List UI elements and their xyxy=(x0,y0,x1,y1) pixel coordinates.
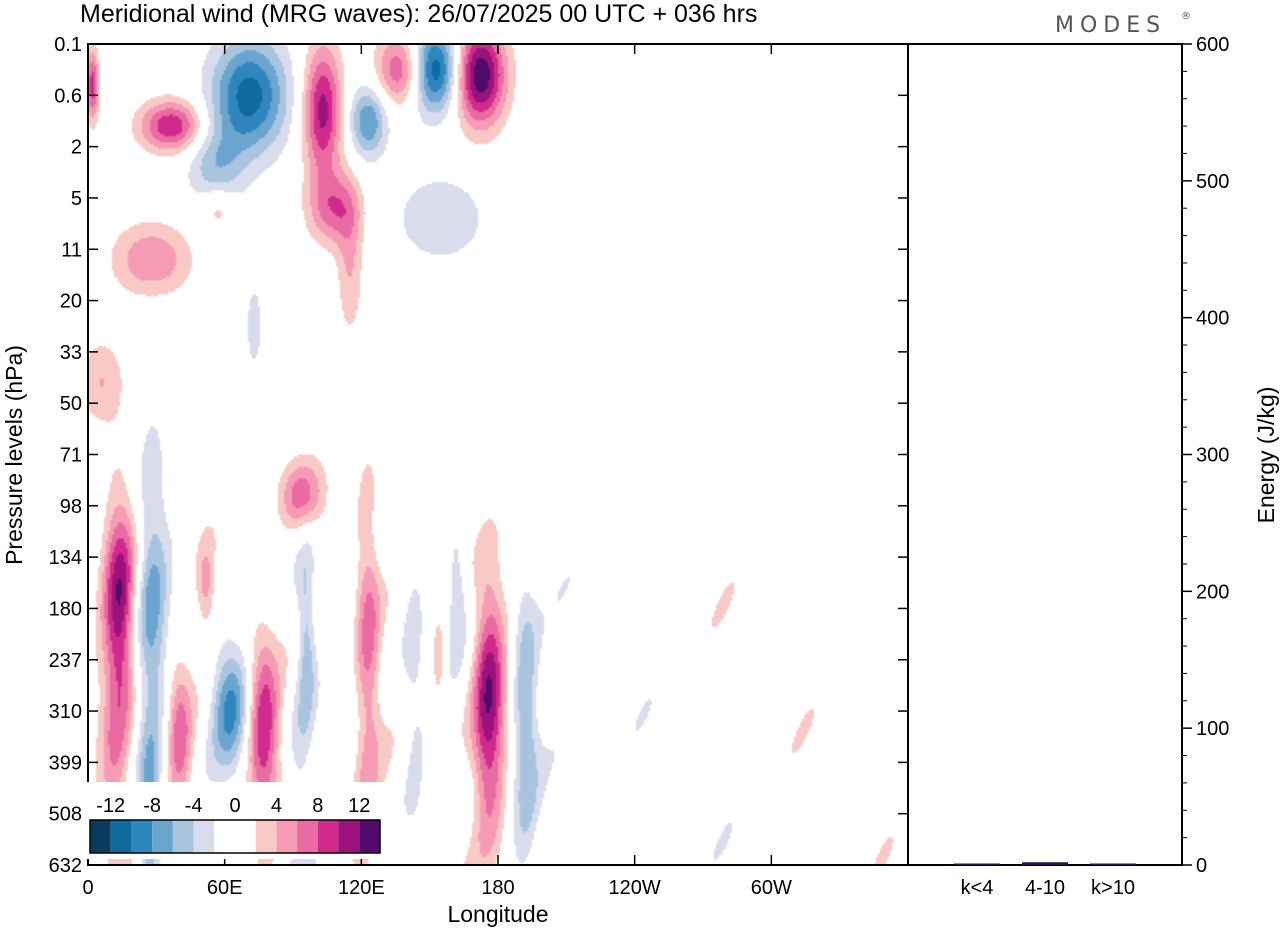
energy-tick-label: 600 xyxy=(1196,34,1229,56)
longitude-tick-label: 180 xyxy=(481,877,514,899)
colorbar-swatch xyxy=(338,820,360,853)
colorbar-swatch xyxy=(131,820,153,853)
energy-tick-label: 400 xyxy=(1196,308,1229,330)
wind-heatmap-plot xyxy=(88,44,908,865)
longitude-tick-label: 60W xyxy=(751,877,792,899)
colorbar-swatch xyxy=(193,820,215,853)
pressure-tick-label: 0.1 xyxy=(54,34,82,56)
energy-tick-label: 500 xyxy=(1196,171,1229,193)
pressure-tick-label: 310 xyxy=(49,701,82,723)
pressure-tick-label: 508 xyxy=(49,804,82,826)
energy-axis-label: Energy (J/kg) xyxy=(1253,387,1279,524)
pressure-axis: 0.1 0.6 2 5 11 20 33 50 71 98 134 180 237 310 399 508 63… xyxy=(49,34,908,877)
colorbar-swatch xyxy=(90,820,111,853)
energy-category-label: 4-10 xyxy=(1025,877,1065,899)
colorbar-tick-label: 4 xyxy=(271,795,282,817)
wind-contour-field xyxy=(88,44,908,865)
colorbar-swatch xyxy=(110,820,132,853)
colorbar-swatch xyxy=(317,820,339,853)
pressure-tick-label: 632 xyxy=(49,855,82,877)
x-axis-label: Longitude xyxy=(447,901,548,927)
longitude-tick-label: 120E xyxy=(338,877,385,899)
pressure-tick-label: 134 xyxy=(49,547,82,569)
energy-bar xyxy=(954,863,1000,865)
colorbar-swatch xyxy=(276,820,298,853)
colorbar-swatch xyxy=(214,820,235,853)
energy-bar xyxy=(1090,863,1136,865)
pressure-tick-label: 237 xyxy=(49,650,82,672)
brand-registered-mark: ® xyxy=(1181,11,1191,22)
longitude-axis: 0 60E 120E 180 120W 60W xyxy=(82,44,792,899)
energy-tick-label: 0 xyxy=(1196,855,1207,877)
colorbar-tick-label: -4 xyxy=(185,795,203,817)
longitude-tick-label: 0 xyxy=(82,877,93,899)
colorbar-tick-label: -8 xyxy=(143,795,161,817)
energy-bar-chart: k<4 4-10 k>10 0 100 200 300 400 500 600 Energy (… xyxy=(907,34,1279,899)
energy-bar xyxy=(1022,862,1068,865)
pressure-tick-label: 20 xyxy=(60,291,82,313)
pressure-tick-label: 2 xyxy=(71,137,82,159)
colorbar-swatch xyxy=(172,820,194,853)
colorbar-outline xyxy=(89,819,381,854)
energy-tick-label: 100 xyxy=(1196,718,1229,740)
pressure-tick-label: 33 xyxy=(60,342,82,364)
colorbar-swatch xyxy=(359,820,380,853)
brand-logo: MODES xyxy=(1055,13,1166,38)
pressure-tick-label: 5 xyxy=(71,188,82,210)
pressure-tick-label: 180 xyxy=(49,598,82,620)
energy-category-label: k>10 xyxy=(1091,877,1135,899)
pressure-tick-label: 0.6 xyxy=(54,85,82,107)
colorbar-tick-label: -12 xyxy=(96,795,125,817)
y-axis-label: Pressure levels (hPa) xyxy=(1,345,27,565)
colorbar-swatch xyxy=(235,820,256,853)
longitude-tick-label: 120W xyxy=(609,877,661,899)
colorbar-legend: -12 -8 -4 0 4 8 12 xyxy=(86,782,384,859)
pressure-tick-label: 399 xyxy=(49,752,82,774)
energy-category-label: k<4 xyxy=(961,877,994,899)
longitude-tick-label: 60E xyxy=(207,877,243,899)
colorbar-swatch xyxy=(255,820,277,853)
pressure-tick-label: 50 xyxy=(60,393,82,415)
pressure-tick-label: 11 xyxy=(61,239,82,261)
chart-title: Meridional wind (MRG waves): 26/07/2025 … xyxy=(80,0,757,28)
energy-tick-label: 200 xyxy=(1196,581,1229,603)
colorbar-tick-label: 8 xyxy=(312,795,323,817)
energy-tick-label: 300 xyxy=(1196,445,1229,467)
colorbar-tick-label: 0 xyxy=(229,795,240,817)
colorbar-swatch xyxy=(297,820,318,853)
energy-frame xyxy=(907,43,1183,866)
colorbar-tick-label: 12 xyxy=(348,795,370,817)
pressure-tick-label: 71 xyxy=(60,445,82,467)
colorbar-swatch xyxy=(152,820,173,853)
pressure-tick-label: 98 xyxy=(60,496,82,518)
